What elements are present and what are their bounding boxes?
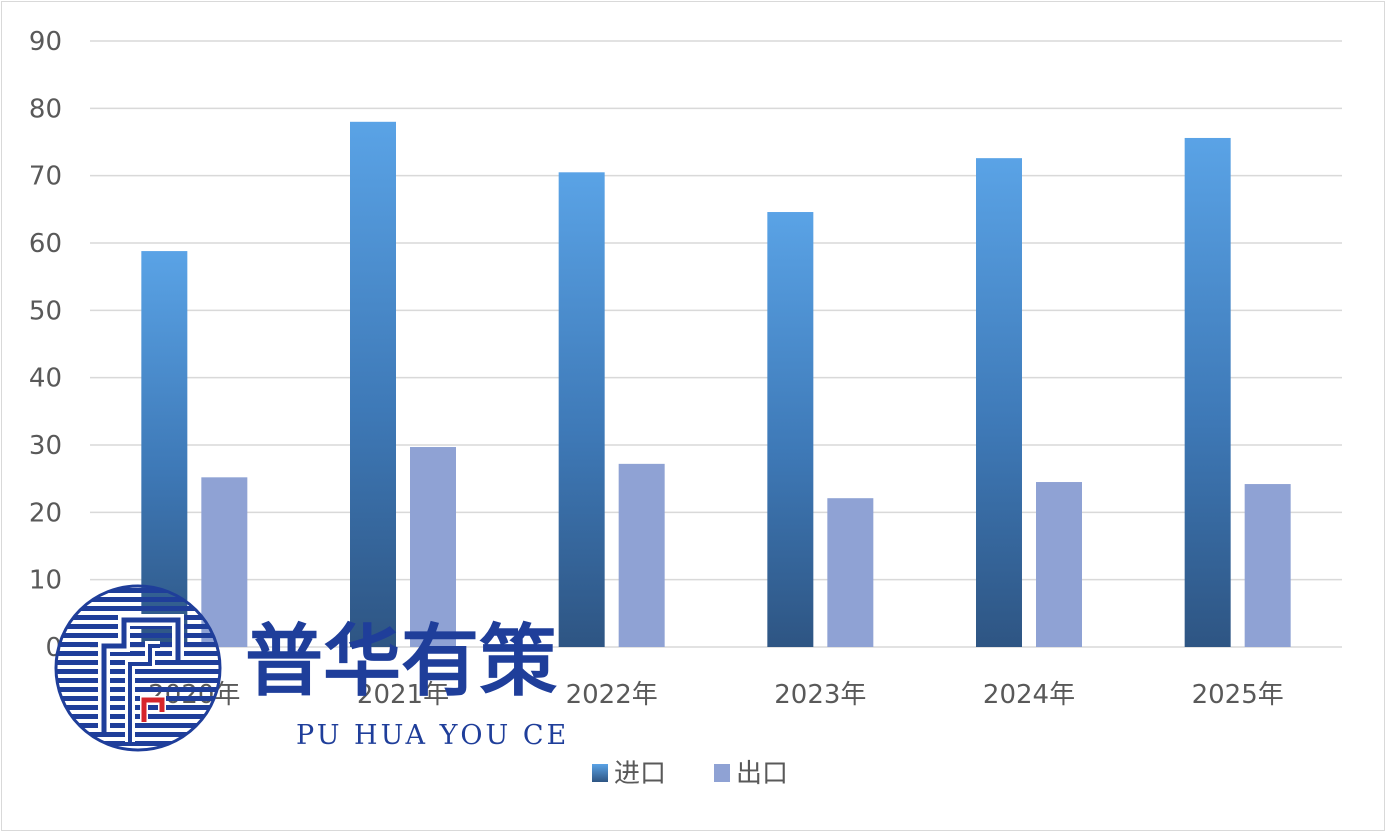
bar-export (410, 447, 456, 647)
y-tick-label: 90 (29, 27, 62, 57)
logo-stripe (56, 732, 220, 737)
legend: 进口 出口 (592, 759, 788, 789)
y-tick-label: 20 (29, 498, 62, 528)
bar-export (618, 463, 665, 647)
legend-label-import: 进口 (614, 759, 666, 789)
logo-stripe (56, 741, 220, 746)
x-tick-label: 2023年 (774, 680, 866, 710)
bar-export (1036, 482, 1082, 647)
logo-stripe (56, 705, 220, 710)
logo-stripe (56, 588, 220, 593)
bar-export (1244, 484, 1291, 647)
bars (141, 121, 1291, 648)
x-tick-label: 2025年 (1192, 680, 1284, 710)
bar-export (827, 498, 874, 647)
y-tick-label: 60 (29, 229, 62, 259)
logo-stripe (56, 687, 220, 692)
logo-stripe (56, 633, 220, 638)
logo-stripe (56, 714, 220, 719)
legend-label-export: 出口 (736, 759, 788, 789)
gridlines (90, 40, 1342, 648)
logo-text-en: PU HUA YOU CE (296, 720, 569, 751)
x-tick-label: 2022年 (566, 680, 658, 710)
x-tick-label: 2024年 (983, 680, 1075, 710)
y-tick-label: 10 (29, 566, 62, 596)
y-tick-label: 40 (29, 364, 62, 394)
logo-emblem (54, 584, 222, 752)
logo-stripe (56, 624, 220, 629)
bar-import (1184, 137, 1231, 647)
logo-stripe (56, 606, 220, 611)
legend-swatch-import (592, 764, 608, 782)
logo-stripe (56, 597, 220, 602)
logo-text-cn: 普华有策 (245, 617, 557, 707)
y-tick-label: 80 (29, 94, 62, 124)
logo-stripe (56, 723, 220, 728)
legend-swatch-export (714, 764, 730, 782)
bar-export (201, 477, 248, 647)
logo-stripe (56, 696, 220, 701)
y-tick-label: 50 (29, 296, 62, 326)
bar-import (558, 172, 605, 648)
bar-import (976, 158, 1022, 647)
logo-stripe (56, 651, 220, 656)
x-tick-label: 2021年 (357, 680, 449, 710)
watermark-logo: 普华有策 PU HUA YOU CE (54, 584, 569, 752)
y-tick-label: 30 (29, 431, 62, 461)
y-tick-label: 70 (29, 162, 62, 192)
bar-import (141, 251, 188, 647)
logo-stripe (56, 669, 220, 674)
logo-stripe (56, 678, 220, 683)
bar-import (350, 121, 396, 648)
bar-import (767, 212, 814, 647)
logo-stripe (56, 642, 220, 647)
